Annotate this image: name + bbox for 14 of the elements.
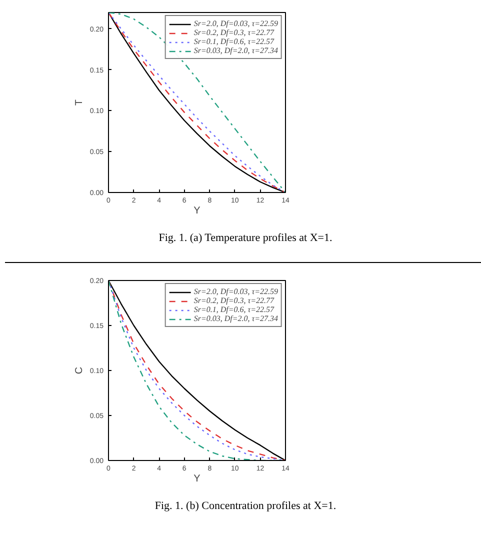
- caption: Fig. 1. (b) Concentration profiles at X=1.: [154, 499, 336, 514]
- caption: Fig. 1. (a) Temperature profiles at X=1.: [158, 231, 332, 246]
- legend-label: Sr=2.0, Df=0.03, τ=22.59: [194, 287, 278, 296]
- legend-label: Sr=0.2, Df=0.3, τ=22.77: [194, 28, 274, 37]
- x-axis-title: Y: [194, 474, 201, 484]
- legend-label: Sr=2.0, Df=0.03, τ=22.59: [194, 19, 278, 28]
- legend-label: Sr=0.1, Df=0.6, τ=22.57: [194, 37, 274, 46]
- legend-label: Sr=0.03, Df=2.0, τ=27.34: [194, 46, 278, 55]
- legend-label: Sr=0.1, Df=0.6, τ=22.57: [194, 305, 274, 314]
- y-axis-title: T: [74, 99, 85, 106]
- legend-label: Sr=0.03, Df=2.0, τ=27.34: [194, 314, 278, 323]
- y-axis-title: C: [74, 366, 85, 374]
- legend-label: Sr=0.2, Df=0.3, τ=22.77: [194, 296, 274, 305]
- x-axis-title: Y: [194, 206, 201, 216]
